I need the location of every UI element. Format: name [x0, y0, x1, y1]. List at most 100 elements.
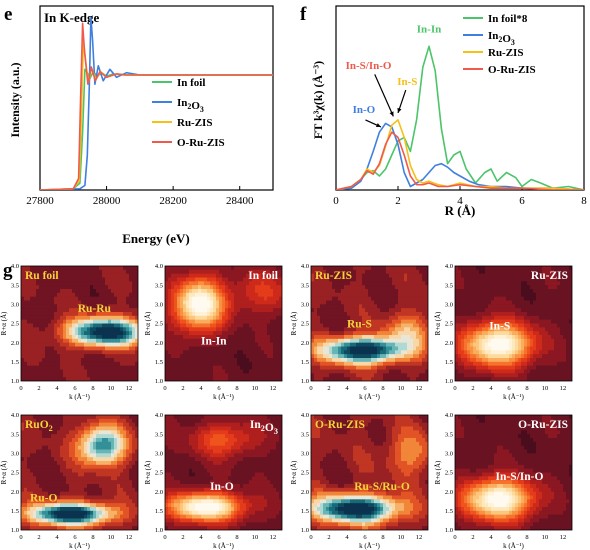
map-cell — [231, 335, 235, 340]
map-cell — [476, 331, 480, 336]
map-cell — [407, 338, 411, 344]
map-cell — [401, 377, 405, 381]
map-cell — [554, 304, 558, 309]
map-cell — [84, 273, 88, 279]
map-cell — [332, 308, 336, 313]
map-cell — [533, 342, 537, 348]
map-cell — [410, 289, 414, 294]
map-cell — [341, 331, 345, 336]
map-ytick-label: 2.5 — [445, 321, 453, 328]
map-cell — [566, 327, 570, 332]
map-cell — [111, 418, 115, 424]
map-cell — [311, 361, 315, 367]
map-cell — [416, 369, 420, 374]
map-cell — [249, 323, 253, 328]
map-cell — [81, 285, 85, 290]
map-cell — [401, 323, 405, 328]
map-cell — [362, 354, 366, 359]
map-cell — [213, 319, 217, 325]
map-cell — [551, 377, 555, 381]
map-cell — [177, 285, 181, 290]
map-cell — [554, 338, 558, 344]
map-cell — [326, 327, 330, 332]
map-cell — [108, 346, 112, 351]
map-cell — [183, 281, 187, 286]
map-cell — [117, 315, 121, 321]
map-cell — [108, 285, 112, 290]
map-cell — [129, 338, 133, 344]
map-cell — [362, 277, 366, 282]
map-cell — [539, 377, 543, 381]
map-cell — [422, 369, 426, 374]
map-cell — [476, 369, 480, 374]
map-cell — [494, 269, 498, 275]
map-cell — [36, 323, 40, 328]
map-cell — [542, 281, 546, 286]
map-cell — [237, 373, 241, 378]
map-cell — [464, 266, 468, 271]
map-cell — [24, 277, 28, 282]
map-cell — [320, 273, 324, 279]
map-cell — [174, 354, 178, 359]
map-cell — [329, 350, 333, 355]
map-cell — [192, 354, 196, 359]
map-cell — [326, 312, 330, 317]
map-cell — [527, 346, 531, 351]
map-cell — [416, 350, 420, 355]
map-cell — [404, 373, 408, 378]
map-cell — [425, 365, 428, 371]
map-cell — [240, 350, 244, 355]
map-cell — [497, 319, 501, 325]
map-cell — [168, 342, 172, 348]
map-cell — [473, 319, 477, 325]
map-cell — [75, 281, 79, 286]
map-cell — [356, 281, 360, 286]
map-cell — [470, 361, 474, 367]
map-cell — [380, 266, 384, 271]
map-cell — [21, 342, 25, 348]
map-cell — [69, 296, 73, 302]
map-cell — [225, 296, 229, 302]
map-cell — [353, 319, 357, 325]
map-cell — [237, 350, 241, 355]
map-cell — [539, 350, 543, 355]
map-cell — [476, 315, 480, 321]
map-cell — [171, 365, 175, 371]
map-cell — [353, 285, 357, 290]
map-cell — [317, 308, 321, 313]
map-cell — [75, 285, 79, 290]
map-cell — [108, 273, 112, 279]
map-cell — [51, 358, 55, 363]
map-cell — [90, 273, 94, 279]
map-cell — [335, 300, 339, 305]
map-cell — [401, 327, 405, 332]
map-cell — [389, 373, 393, 378]
map-cell — [395, 361, 399, 367]
map-cell — [30, 430, 34, 435]
map-cell — [359, 323, 363, 328]
map-cell — [189, 354, 193, 359]
map-cell — [72, 418, 76, 424]
map-cell — [389, 350, 393, 355]
map-cell — [464, 269, 468, 275]
map-cell — [261, 277, 265, 282]
map-cell — [264, 331, 268, 336]
map-cell — [264, 373, 268, 378]
map-cell — [314, 361, 318, 367]
map-cell — [99, 289, 103, 294]
map-cell — [261, 269, 265, 275]
map-cell — [93, 426, 97, 431]
map-cell — [87, 269, 91, 275]
map-cell — [389, 269, 393, 275]
map-cell — [84, 312, 88, 317]
map-cell — [461, 346, 465, 351]
map-cell — [551, 338, 555, 344]
wavelet-map-3: 0 2 4 6 8 10 121.01.52.02.53.03.54.0k (Å⁻¹)R+α… — [290, 263, 429, 401]
map-cell — [368, 319, 372, 325]
map-cell — [222, 273, 226, 279]
map-cell — [45, 346, 49, 351]
map-cell — [189, 266, 193, 271]
map-cell — [165, 285, 169, 290]
map-cell — [548, 365, 552, 371]
map-cell — [419, 373, 423, 378]
